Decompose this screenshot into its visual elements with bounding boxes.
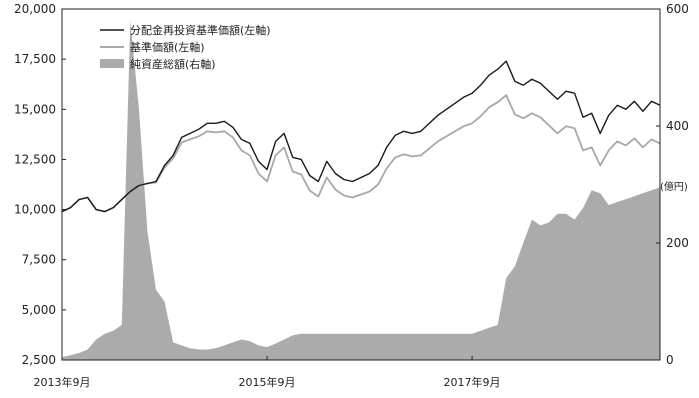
legend-label: 基準価額(左軸) bbox=[130, 40, 205, 54]
right-tick-label: 0 bbox=[666, 353, 674, 367]
legend-label: 分配金再投資基準価額(左軸) bbox=[130, 23, 271, 37]
legend-label: 純資産総額(右軸) bbox=[130, 57, 216, 71]
right-axis: 0 200 400 600 bbox=[656, 2, 689, 367]
x-axis: 2013年9月 2015年9月 2017年9月 bbox=[34, 356, 501, 389]
plot-frame bbox=[61, 8, 661, 361]
x-tick-label: 2013年9月 bbox=[34, 375, 91, 389]
left-tick-label: 7,500 bbox=[22, 253, 56, 267]
x-tick-label: 2015年9月 bbox=[239, 375, 296, 389]
left-tick-label: 12,500 bbox=[14, 152, 56, 166]
nav-line bbox=[61, 94, 661, 213]
net-assets-area bbox=[62, 20, 660, 360]
left-tick-label: 20,000 bbox=[14, 2, 56, 16]
line-layer bbox=[61, 60, 661, 213]
legend: 分配金再投資基準価額(左軸) 基準価額(左軸) 純資産総額(右軸) bbox=[100, 23, 271, 71]
right-axis-unit: (億円) bbox=[660, 180, 688, 193]
left-tick-label: 5,000 bbox=[22, 303, 56, 317]
left-tick-label: 10,000 bbox=[14, 203, 56, 217]
left-tick-label: 17,500 bbox=[14, 52, 56, 66]
legend-swatch-area bbox=[100, 59, 124, 68]
reinvested-nav-line bbox=[61, 60, 661, 213]
left-tick-label: 2,500 bbox=[22, 353, 56, 367]
right-tick-label: 200 bbox=[666, 236, 689, 250]
left-axis: 2,500 5,000 7,500 10,000 12,500 15,000 17,500 2… bbox=[14, 2, 66, 367]
right-tick-label: 600 bbox=[666, 2, 689, 16]
right-tick-label: 400 bbox=[666, 119, 689, 133]
left-tick-label: 15,000 bbox=[14, 102, 56, 116]
x-tick-label: 2017年9月 bbox=[444, 375, 501, 389]
area-layer bbox=[62, 20, 660, 360]
